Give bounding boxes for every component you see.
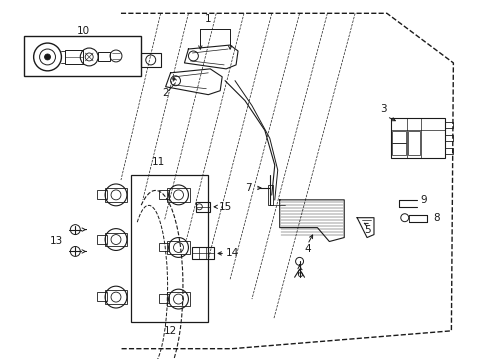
Bar — [158, 190, 168, 199]
Circle shape — [44, 54, 50, 60]
Bar — [391, 131, 405, 143]
Bar — [166, 240, 190, 255]
Text: 10: 10 — [77, 26, 90, 36]
Bar — [390, 118, 445, 158]
Bar — [166, 292, 190, 306]
Bar — [166, 188, 190, 202]
Bar — [445, 148, 452, 154]
Bar — [141, 53, 161, 67]
Bar — [65, 50, 83, 64]
Bar — [131, 175, 208, 322]
Text: 13: 13 — [50, 235, 63, 246]
Text: 9: 9 — [419, 195, 426, 205]
Bar — [192, 247, 214, 260]
Text: 14: 14 — [225, 248, 238, 258]
Bar — [196, 202, 210, 212]
Bar — [391, 143, 405, 155]
Text: 5: 5 — [363, 225, 369, 235]
Bar — [105, 188, 127, 202]
Text: 2: 2 — [162, 88, 168, 98]
Bar — [97, 235, 107, 243]
Bar — [158, 243, 168, 251]
Text: 6: 6 — [296, 269, 302, 279]
Text: 12: 12 — [163, 326, 177, 336]
Bar — [97, 190, 107, 199]
Text: 4: 4 — [304, 244, 310, 255]
Bar — [445, 122, 452, 129]
Bar — [445, 135, 452, 141]
Bar — [98, 52, 110, 61]
Bar — [267, 185, 272, 205]
Bar — [97, 292, 107, 301]
Bar — [158, 294, 168, 303]
Text: 1: 1 — [204, 14, 211, 24]
Text: 3: 3 — [380, 104, 386, 113]
Text: 15: 15 — [218, 202, 231, 212]
Bar — [407, 131, 419, 155]
Text: 7: 7 — [244, 183, 251, 193]
Text: 8: 8 — [432, 213, 439, 223]
Text: 11: 11 — [152, 157, 165, 167]
Bar — [24, 36, 141, 76]
Bar — [105, 233, 127, 247]
Bar — [105, 290, 127, 304]
